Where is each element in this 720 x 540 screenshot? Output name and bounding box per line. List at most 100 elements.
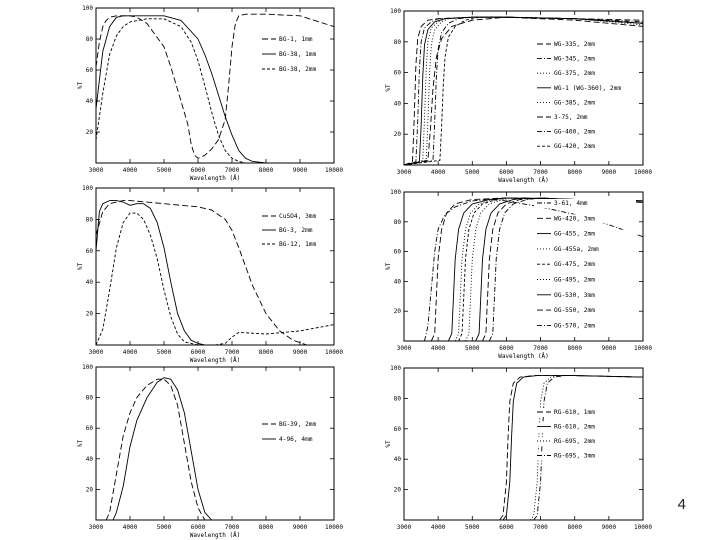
- legend-backdrop: [259, 420, 327, 429]
- legend-entry: GG-495, 2mm: [554, 277, 595, 284]
- y-tick-label: 80: [394, 395, 402, 402]
- x-axis-label: Wavelength (Å): [190, 357, 241, 364]
- x-tick-label: 7000: [225, 349, 240, 356]
- y-axis-label: %T: [77, 440, 84, 448]
- y-tick-label: 60: [86, 425, 94, 432]
- legend-backdrop: [534, 98, 636, 108]
- series-line-2: [502, 375, 644, 521]
- x-tick-label: 3000: [89, 167, 104, 174]
- x-tick-label: 6000: [499, 345, 514, 352]
- legend-backdrop: [534, 306, 636, 316]
- y-tick-label: 80: [86, 36, 94, 43]
- legend-backdrop: [259, 226, 327, 235]
- y-tick-label: 100: [82, 364, 93, 371]
- y-tick-label: 20: [394, 308, 402, 315]
- legend: RG-610, 1mm RG-610, 2mm RG-695, 2mm RG-695,…: [534, 408, 636, 461]
- x-tick-label: 9000: [293, 167, 308, 174]
- legend-entry: GG-455, 2mm: [554, 231, 595, 238]
- series-line-2: [95, 200, 205, 346]
- y-axis-label: %T: [77, 263, 84, 271]
- series-line-5: [403, 16, 644, 166]
- series-line-8: [403, 16, 644, 166]
- legend-entry: GG-400, 2mm: [554, 129, 595, 136]
- x-tick-label: 6000: [499, 524, 514, 531]
- series-line-1: [499, 375, 644, 521]
- legend-backdrop: [259, 65, 327, 74]
- x-tick-label: 10000: [325, 167, 343, 174]
- legend-backdrop: [259, 435, 327, 444]
- series-line-3: [529, 375, 644, 521]
- legend-entry: RG-610, 2mm: [554, 424, 595, 431]
- x-tick-label: 3000: [397, 345, 412, 352]
- legend-backdrop: [259, 240, 327, 249]
- series-line-2: [112, 377, 212, 521]
- y-tick-label: 40: [86, 279, 94, 286]
- chart-panel-3: 3000 4000 5000 6000 7000 8000 9000 10000 20 40 60 8…: [77, 185, 343, 364]
- legend: 3-61, 4mm WG-420, 3mm GG-455, 2mm GG-455a, …: [534, 199, 636, 331]
- x-tick-label: 8000: [259, 349, 274, 356]
- x-tick-label: 6000: [191, 349, 206, 356]
- series-line-3: [95, 18, 246, 164]
- y-tick-label: 80: [86, 395, 94, 402]
- chart-panel-5: 3000 4000 5000 6000 7000 8000 9000 10000 20 40 60 8…: [77, 364, 343, 539]
- legend-backdrop: [534, 275, 636, 285]
- x-axis-label: Wavelength (Å): [498, 353, 549, 360]
- y-tick-label: 40: [394, 278, 402, 285]
- x-tick-label: 4000: [431, 345, 446, 352]
- legend-backdrop: [259, 50, 327, 59]
- legend-entry: WG-1 (WG-360), 2mm: [554, 85, 621, 92]
- series-line-3: [95, 212, 335, 346]
- x-tick-label: 10000: [634, 524, 652, 531]
- plot-frame: [95, 187, 335, 346]
- y-tick-label: 100: [390, 189, 401, 196]
- x-tick-label: 10000: [325, 524, 343, 531]
- legend-backdrop: [259, 35, 327, 44]
- legend-backdrop: [534, 54, 636, 64]
- plot-frame: [95, 7, 335, 164]
- legend-entry: RG-695, 2mm: [554, 438, 595, 445]
- x-tick-label: 3000: [397, 524, 412, 531]
- series-line-1: [105, 378, 206, 521]
- legend-backdrop: [534, 199, 636, 208]
- x-tick-label: 4000: [123, 524, 138, 531]
- legend-entry: GG-475, 2mm: [554, 261, 595, 268]
- x-tick-label: 4000: [123, 349, 138, 356]
- x-tick-label: 6000: [499, 169, 514, 176]
- x-tick-label: 3000: [397, 169, 412, 176]
- y-tick-label: 40: [86, 456, 94, 463]
- y-tick-label: 80: [394, 39, 402, 46]
- plot-frame: [403, 367, 644, 521]
- legend-entry: RG-610, 1mm: [554, 409, 595, 416]
- series-line-7: [403, 16, 644, 166]
- x-tick-label: 4000: [431, 524, 446, 531]
- x-axis-label: Wavelength (Å): [498, 177, 549, 184]
- series-line-4: [454, 197, 644, 342]
- legend-backdrop: [259, 212, 327, 221]
- legend-backdrop: [534, 229, 636, 239]
- x-tick-label: 5000: [157, 167, 172, 174]
- x-tick-label: 7000: [533, 345, 548, 352]
- x-axis-label: Wavelength (Å): [190, 532, 241, 539]
- x-tick-label: 10000: [634, 169, 652, 176]
- series-line-4: [533, 375, 644, 521]
- x-tick-label: 5000: [465, 169, 480, 176]
- legend-backdrop: [534, 127, 636, 137]
- series-line-1: [424, 199, 644, 342]
- series-line-9: [488, 197, 644, 342]
- y-tick-label: 100: [390, 8, 401, 15]
- legend-entry: 4-96, 4mm: [279, 436, 313, 443]
- legend-entry: OG-530, 3mm: [554, 292, 595, 299]
- legend-backdrop: [534, 260, 636, 270]
- y-tick-label: 40: [394, 456, 402, 463]
- legend-backdrop: [534, 69, 636, 79]
- x-tick-label: 9000: [293, 349, 308, 356]
- plot-frame: [403, 10, 644, 166]
- legend-backdrop: [534, 451, 636, 461]
- legend-entry: BG-38, 1mm: [279, 51, 317, 58]
- legend-entry: BG-39, 2mm: [279, 421, 317, 428]
- series-line-7: [475, 197, 644, 342]
- series-line-1: [95, 200, 307, 346]
- y-tick-label: 60: [394, 426, 402, 433]
- y-axis-label: %T: [77, 82, 84, 90]
- legend-backdrop: [534, 40, 636, 49]
